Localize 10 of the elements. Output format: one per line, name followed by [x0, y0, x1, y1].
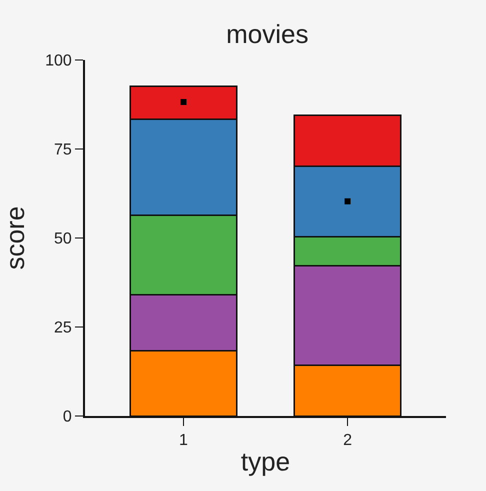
y-axis-title: score — [0, 206, 30, 270]
y-tick-label: 100 — [45, 52, 72, 70]
y-tick-label: 75 — [54, 142, 72, 159]
x-tick-label: 1 — [178, 432, 188, 450]
y-tick-label: 0 — [62, 408, 72, 426]
x-axis-title: type — [240, 446, 290, 476]
x-tick-label: 2 — [343, 432, 352, 450]
chart-title: movies — [226, 18, 308, 49]
y-tick-label: 25 — [54, 320, 72, 337]
y-tick-label: 50 — [54, 230, 72, 248]
